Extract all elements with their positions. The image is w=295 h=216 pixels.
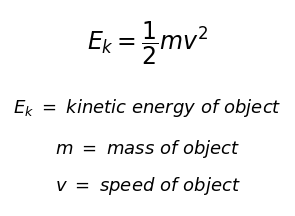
Text: $\it{v}$ $=$ $\it{speed\ of\ object}$: $\it{v}$ $=$ $\it{speed\ of\ object}$ <box>55 175 240 197</box>
Text: $\it{m}$ $=$ $\it{mass\ of\ object}$: $\it{m}$ $=$ $\it{mass\ of\ object}$ <box>55 138 240 160</box>
Text: $\it{E}_{k} = \dfrac{1}{2}\it{mv}^{2}$: $\it{E}_{k} = \dfrac{1}{2}\it{mv}^{2}$ <box>87 19 208 67</box>
Text: $\it{E}_{k}$ $=$ $\it{kinetic\ energy\ of\ object}$: $\it{E}_{k}$ $=$ $\it{kinetic\ energy\ o… <box>13 97 282 119</box>
